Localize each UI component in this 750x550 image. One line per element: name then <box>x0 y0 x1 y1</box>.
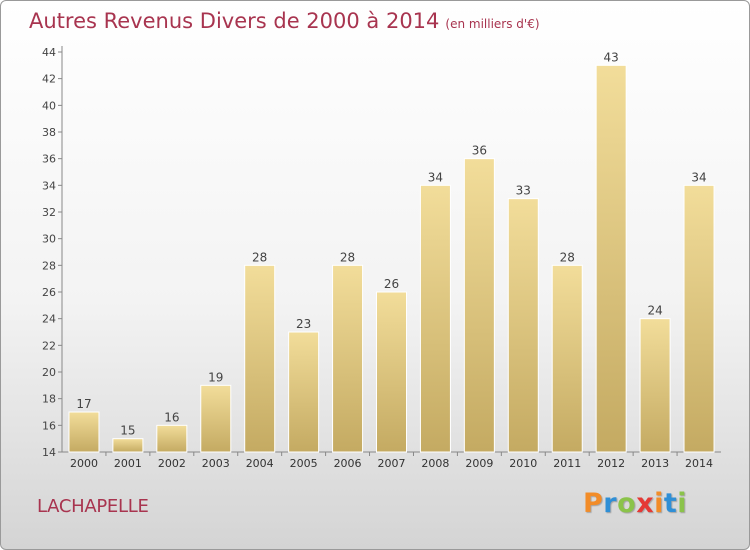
y-axis: 14 16 18 20 22 24 26 28 30 32 34 36 38 40 42 44 <box>42 46 63 459</box>
x-tick-label: 2014 <box>685 457 713 470</box>
bar-2012 <box>595 64 627 453</box>
data-labels: 17 15 16 19 28 23 28 26 34 36 33 28 43 24 34 <box>76 50 706 437</box>
bar-2009 <box>463 158 495 453</box>
logo-letter: i <box>677 488 688 519</box>
bar-2005 <box>288 331 320 453</box>
y-tick-label: 18 <box>42 393 56 406</box>
bars <box>68 64 715 453</box>
commune-name: LACHAPELLE <box>37 496 149 517</box>
bar-2003 <box>200 384 232 453</box>
y-tick-label: 22 <box>42 339 56 352</box>
logo-letter: P <box>583 488 604 519</box>
bar-2000 <box>68 411 100 453</box>
data-label-2000: 17 <box>76 397 91 411</box>
y-tick-label: 40 <box>42 99 56 112</box>
x-tick-label: 2001 <box>114 457 142 470</box>
x-tick-label: 2009 <box>465 457 493 470</box>
y-tick-label: 42 <box>42 73 56 86</box>
bar-2013 <box>639 318 671 453</box>
data-label-2014: 34 <box>691 170 706 184</box>
x-tick-label: 2004 <box>246 457 274 470</box>
bar-2014 <box>683 184 715 453</box>
x-tick-label: 2008 <box>421 457 449 470</box>
chart-subtitle: (en milliers d'€) <box>445 17 540 31</box>
x-tick-label: 2010 <box>509 457 537 470</box>
y-tick-label: 16 <box>42 419 56 432</box>
y-tick-label: 24 <box>42 313 56 326</box>
y-tick-label: 34 <box>42 179 56 192</box>
data-label-2010: 33 <box>516 184 531 198</box>
x-axis: 2000 2001 2002 2003 2004 2005 2006 2007 2008 2009… <box>62 451 721 470</box>
x-tick-label: 2002 <box>158 457 186 470</box>
logo-letter: t <box>663 488 678 519</box>
x-tick-label: 2011 <box>553 457 581 470</box>
data-label-2002: 16 <box>164 410 179 424</box>
data-label-2007: 26 <box>384 277 399 291</box>
data-label-2003: 19 <box>208 370 223 384</box>
y-tick-label: 30 <box>42 233 56 246</box>
bar-2004 <box>244 264 276 453</box>
logo-letter: o <box>617 488 637 519</box>
x-tick-label: 2007 <box>378 457 406 470</box>
y-tick-label: 26 <box>42 286 56 299</box>
x-tick-label: 2013 <box>641 457 669 470</box>
y-tick-label: 38 <box>42 126 56 139</box>
data-label-2006: 28 <box>340 250 355 264</box>
data-label-2008: 34 <box>428 170 443 184</box>
x-tick-label: 2005 <box>290 457 318 470</box>
x-tick-label: 2000 <box>70 457 98 470</box>
chart-title: Autres Revenus Divers de 2000 à 2014 (en … <box>29 9 540 33</box>
y-tick-label: 20 <box>42 366 56 379</box>
bar-2007 <box>376 291 407 453</box>
bar-2011 <box>551 264 583 453</box>
bar-2006 <box>332 264 364 453</box>
data-label-2011: 28 <box>560 250 575 264</box>
data-label-2005: 23 <box>296 317 311 331</box>
data-label-2004: 28 <box>252 250 267 264</box>
x-tick-label: 2012 <box>597 457 625 470</box>
bar-2010 <box>507 198 539 453</box>
x-tick-label: 2006 <box>334 457 362 470</box>
data-label-2012: 43 <box>604 50 619 64</box>
y-tick-label: 28 <box>42 259 56 272</box>
y-tick-label: 36 <box>42 153 56 166</box>
data-label-2013: 24 <box>647 304 662 318</box>
proxiti-logo: Proxiti <box>583 488 687 519</box>
logo-letter: x <box>636 488 655 519</box>
y-tick-label: 14 <box>42 446 56 459</box>
data-label-2001: 15 <box>120 424 135 438</box>
y-tick-label: 44 <box>42 46 56 59</box>
bar-2001 <box>112 438 144 453</box>
bar-2008 <box>419 184 451 453</box>
logo-letter: i <box>654 488 664 519</box>
bar-2002 <box>156 424 188 453</box>
chart-title-text: Autres Revenus Divers de 2000 à 2014 <box>29 9 440 33</box>
logo-letter: r <box>603 488 618 519</box>
data-label-2009: 36 <box>472 144 487 158</box>
y-tick-label: 32 <box>42 206 56 219</box>
x-tick-label: 2003 <box>202 457 230 470</box>
